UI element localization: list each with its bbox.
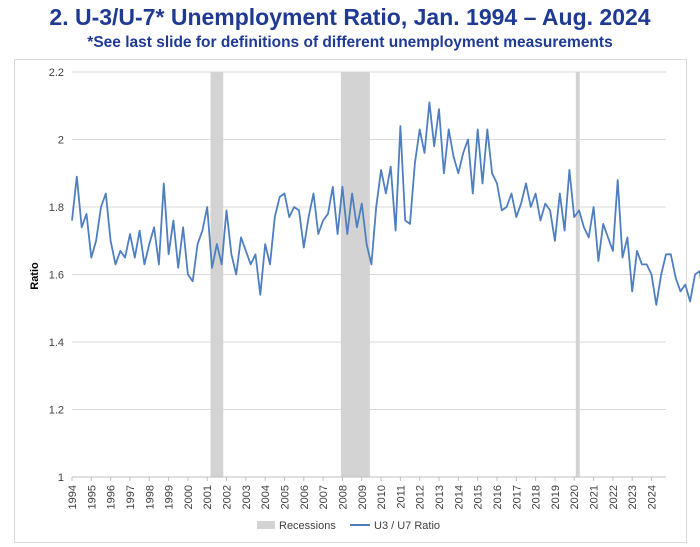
recession-bands (210, 72, 580, 477)
x-tick-label: 2019 (550, 485, 562, 509)
legend: Recessions U3 / U7 Ratio (257, 520, 440, 532)
x-tick-label: 2009 (357, 485, 369, 509)
x-tick-label: 2012 (415, 485, 427, 509)
x-tick-label: 2023 (627, 485, 639, 509)
x-tick-label: 2013 (434, 485, 446, 509)
x-tick-label: 2017 (511, 485, 523, 509)
recession-band (210, 72, 224, 477)
y-tick-label: 1.8 (49, 202, 64, 214)
x-tick-label: 2000 (183, 485, 195, 509)
recession-band (340, 72, 370, 477)
y-tick-label: 1.4 (49, 337, 64, 349)
x-tick-label: 2006 (299, 485, 311, 509)
chart-title: 2. U-3/U-7* Unemployment Ratio, Jan. 199… (49, 4, 651, 30)
y-tick-label: 2 (58, 135, 64, 147)
x-tick-label: 2011 (395, 485, 407, 509)
x-tick-label: 2004 (260, 485, 272, 509)
chart-subtitle: *See last slide for definitions of diffe… (87, 34, 613, 51)
x-tick-label: 2007 (318, 485, 330, 509)
legend-recessions-label: Recessions (279, 520, 336, 532)
x-tick-label: 1999 (164, 485, 176, 509)
series-lines (71, 101, 700, 306)
x-tick-label: 2015 (473, 485, 485, 509)
recession-band (575, 72, 580, 477)
x-tick-label: 2010 (376, 485, 388, 509)
x-tick-label: 1997 (125, 485, 137, 509)
x-tick-label: 2008 (337, 485, 349, 509)
x-tick-label: 2022 (608, 485, 620, 509)
x-tick-label: 2021 (589, 485, 601, 509)
x-tick-label: 2018 (531, 485, 543, 509)
x-tick-label: 2020 (569, 485, 581, 509)
x-tick-label: 2024 (647, 485, 659, 509)
y-axis-ticks: 1 1.2 1.4 1.6 1.8 2 2.2 (49, 67, 64, 484)
x-tick-label: 2003 (241, 485, 253, 509)
x-tick-label: 1994 (67, 485, 79, 509)
x-tick-label: 1995 (86, 485, 98, 509)
legend-recessions-swatch (257, 521, 275, 529)
x-tick-label: 2001 (202, 485, 214, 509)
y-tick-label: 1.2 (49, 405, 64, 417)
x-axis-ticks: 1994 1995 1996 1997 1998 1999 2000 2001 2002 2003… (67, 477, 659, 509)
x-tick-label: 2014 (453, 485, 465, 509)
y-tick-label: 2.2 (49, 67, 64, 79)
x-tick-label: 1996 (106, 485, 118, 509)
x-tick-label: 1998 (144, 485, 156, 509)
y-tick-label: 1.6 (49, 270, 64, 282)
x-tick-label: 2005 (279, 485, 291, 509)
series-line-u3-u7-ratio (71, 101, 700, 306)
y-tick-label: 1 (58, 472, 64, 484)
x-tick-label: 2002 (222, 485, 234, 509)
y-axis-label: Ratio (29, 262, 41, 290)
x-tick-label: 2016 (492, 485, 504, 509)
legend-series-label: U3 / U7 Ratio (374, 520, 440, 532)
